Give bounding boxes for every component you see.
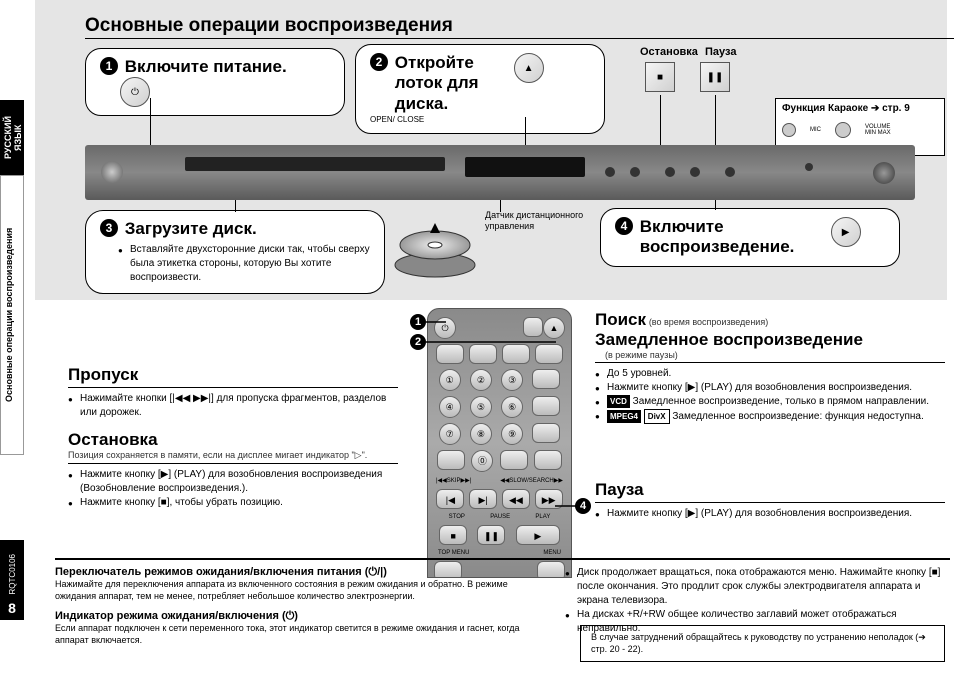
callout-2-num: 2 [370, 53, 388, 71]
sidebar-section-tab: Основные операции воспроизведения [0, 175, 24, 455]
footer-right-b1: Диск продолжает вращаться, пока отобража… [565, 566, 945, 608]
remote-eject: ▲ [543, 317, 565, 339]
callout-4-text: Включите воспроизведение. [640, 217, 820, 258]
marker-4: 4 [575, 498, 591, 514]
callout-2: 2 Откройте лоток для диска. ▲ OPEN/ CLOS… [355, 44, 605, 134]
dvd-player-illustration [85, 145, 915, 200]
callout-3-num: 3 [100, 219, 118, 237]
device-power-btn [101, 161, 123, 183]
callout-3: 3 Загрузите диск. Вставляйте двухсторонн… [85, 210, 385, 294]
page-number: 8 [8, 600, 16, 616]
mic-jack-icon [782, 123, 796, 137]
device-mic-jack [805, 163, 813, 171]
callout-1-num: 1 [100, 57, 118, 75]
search-b4: MPEG4 DivX Замедленное воспроизведение: … [595, 409, 945, 424]
doc-code: RQTC0106 [8, 554, 17, 594]
remote-pause: ❚❚ [477, 525, 505, 545]
stop-note: Позиция сохраняется в памяти, если на ди… [68, 450, 398, 461]
slow-note: (в режиме паузы) [605, 350, 945, 360]
device-display [465, 157, 585, 177]
callout-3-note: Вставляйте двухсторонние диски так, чтоб… [118, 243, 370, 285]
skip-title: Пропуск [68, 365, 398, 385]
stop-title: Остановка [68, 430, 398, 450]
device-btn-3 [665, 167, 675, 177]
callout-3-text: Загрузите диск. [125, 219, 257, 239]
footer-switch-text: Нажимайте для переключения аппарата из в… [55, 579, 545, 602]
help-box: В случае затруднений обращайтесь к руков… [580, 625, 945, 662]
device-disc-tray [185, 157, 445, 171]
device-btn-5 [725, 167, 735, 177]
page-title: Основные операции воспроизведения [85, 15, 453, 37]
sensor-label: Датчик дистанционного управления [485, 210, 585, 232]
search-b2: Нажмите кнопку [▶] (PLAY) для возобновле… [595, 381, 945, 395]
page-number-tab: RQTC0106 8 [0, 540, 24, 620]
open-close-label: OPEN/ CLOSE [370, 116, 424, 124]
device-btn-2 [630, 167, 640, 177]
eject-button-icon: ▲ [514, 53, 544, 83]
search-b3: VCD Замедленное воспроизведение, только … [595, 395, 945, 409]
marker-1: 1 [410, 314, 426, 330]
search-title-note: (во время воспроизведения) [649, 317, 768, 327]
slow-title: Замедленное воспроизведение [595, 330, 945, 350]
footer-indicator-title: Индикатор режима ожидания/включения (⏻) [55, 610, 545, 623]
callout-4: 4 Включите воспроизведение. ▶ [600, 208, 900, 267]
sidebar-language-tab: РУССКИЙ ЯЗЫК [0, 100, 24, 175]
marker-2: 2 [410, 334, 426, 350]
footer-indicator-text: Если аппарат подключен к сети переменног… [55, 623, 545, 646]
remote-play: ▶ [516, 525, 560, 545]
remote-stop: ■ [439, 525, 467, 545]
search-b1: До 5 уровней. [595, 367, 945, 381]
karaoke-label: Функция Караоке ➔ стр. 9 [782, 103, 938, 114]
callout-1-text: Включите питание. [125, 57, 287, 77]
callout-4-num: 4 [615, 217, 633, 235]
label-stop: Остановка [640, 46, 698, 58]
mic-volume-knob-icon [835, 122, 851, 138]
device-volume-knob [873, 162, 895, 184]
device-btn-4 [690, 167, 700, 177]
power-button-icon: ⏻ [120, 77, 150, 107]
pause-title: Пауза [595, 480, 945, 500]
pause-b1: Нажмите кнопку [▶] (PLAY) для возобновле… [595, 507, 945, 521]
stop-button-icon: ■ [645, 62, 675, 92]
stop-bullet-2: Нажмите кнопку [■], чтобы убрать позицию… [68, 496, 398, 510]
search-title: Поиск [595, 310, 646, 329]
play-button-icon: ▶ [831, 217, 861, 247]
skip-bullet-1: Нажимайте кнопки [|◀◀ ▶▶|] для пропуска … [68, 392, 398, 420]
stop-bullet-1: Нажмите кнопку [▶] (PLAY) для возобновле… [68, 468, 398, 496]
remote-illustration: ⏻ ▲ ①②③ ④⑤⑥ ⑦⑧⑨ ⓪ |◀◀SKIP▶▶|◀◀SLOW/SEARC… [427, 308, 572, 578]
disc-illustration [390, 215, 480, 285]
callout-2-text: Откройте лоток для диска. [395, 53, 505, 114]
callout-1: 1 Включите питание. ⏻ [85, 48, 345, 116]
label-pause: Пауза [705, 46, 736, 58]
pause-button-icon: ❚❚ [700, 62, 730, 92]
device-btn-1 [605, 167, 615, 177]
footer-switch-title: Переключатель режимов ожидания/включения… [55, 566, 545, 579]
